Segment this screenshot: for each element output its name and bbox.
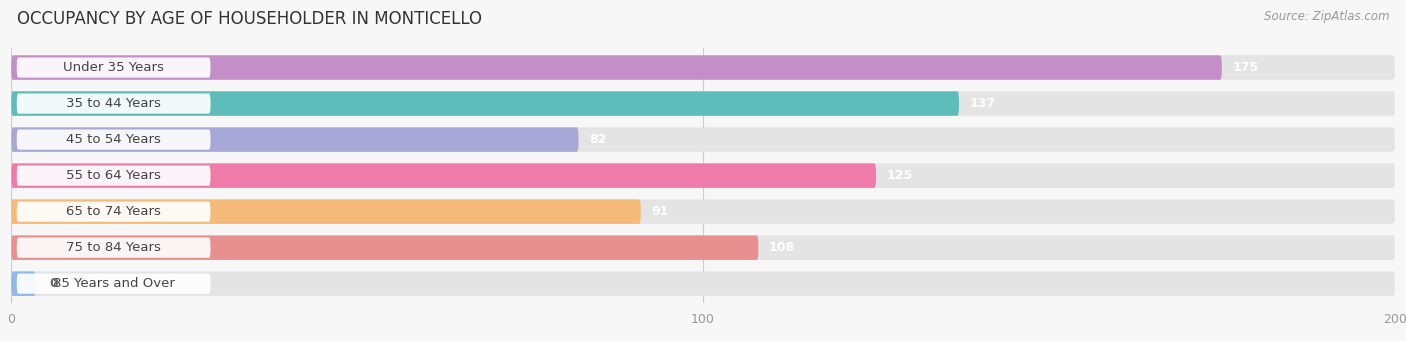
FancyBboxPatch shape — [17, 273, 211, 294]
FancyBboxPatch shape — [11, 235, 758, 260]
FancyBboxPatch shape — [11, 127, 578, 152]
Text: Source: ZipAtlas.com: Source: ZipAtlas.com — [1264, 10, 1389, 23]
FancyBboxPatch shape — [11, 271, 1395, 296]
FancyBboxPatch shape — [17, 165, 211, 186]
Text: 75 to 84 Years: 75 to 84 Years — [66, 241, 162, 254]
Text: 85 Years and Over: 85 Years and Over — [52, 277, 174, 290]
Text: 137: 137 — [969, 97, 995, 110]
FancyBboxPatch shape — [17, 58, 211, 78]
Text: 35 to 44 Years: 35 to 44 Years — [66, 97, 162, 110]
Text: Under 35 Years: Under 35 Years — [63, 61, 165, 74]
FancyBboxPatch shape — [11, 127, 1395, 152]
Text: 55 to 64 Years: 55 to 64 Years — [66, 169, 162, 182]
FancyBboxPatch shape — [17, 238, 211, 258]
FancyBboxPatch shape — [17, 93, 211, 114]
Text: 175: 175 — [1232, 61, 1258, 74]
Text: 65 to 74 Years: 65 to 74 Years — [66, 205, 162, 218]
Text: 108: 108 — [769, 241, 794, 254]
FancyBboxPatch shape — [17, 130, 211, 150]
Text: 91: 91 — [651, 205, 668, 218]
FancyBboxPatch shape — [11, 163, 876, 188]
FancyBboxPatch shape — [17, 202, 211, 222]
FancyBboxPatch shape — [11, 271, 35, 296]
FancyBboxPatch shape — [11, 55, 1395, 80]
Text: 45 to 54 Years: 45 to 54 Years — [66, 133, 162, 146]
FancyBboxPatch shape — [11, 163, 1395, 188]
Text: OCCUPANCY BY AGE OF HOUSEHOLDER IN MONTICELLO: OCCUPANCY BY AGE OF HOUSEHOLDER IN MONTI… — [17, 10, 482, 28]
FancyBboxPatch shape — [11, 199, 641, 224]
Text: 82: 82 — [589, 133, 606, 146]
Text: 125: 125 — [886, 169, 912, 182]
FancyBboxPatch shape — [11, 55, 1222, 80]
Text: 0: 0 — [49, 277, 58, 290]
FancyBboxPatch shape — [11, 199, 1395, 224]
FancyBboxPatch shape — [11, 91, 1395, 116]
FancyBboxPatch shape — [11, 91, 959, 116]
FancyBboxPatch shape — [11, 235, 1395, 260]
